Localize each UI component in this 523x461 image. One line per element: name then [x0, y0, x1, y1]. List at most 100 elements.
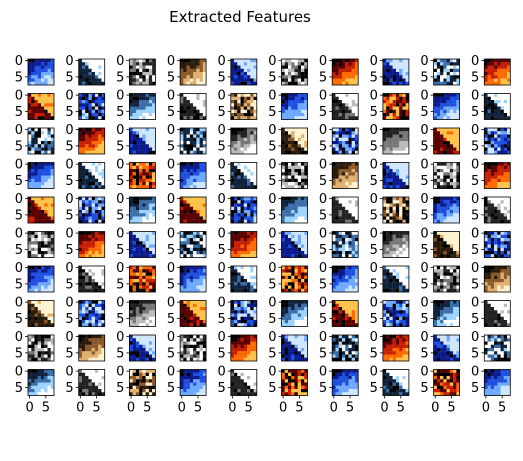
panel-pixel [332, 245, 335, 248]
panel-pixel [38, 131, 41, 134]
panel-pixel [348, 204, 351, 207]
feature-panel: 05 [319, 89, 358, 120]
panel-pixel [250, 66, 253, 69]
panel-pixel [501, 248, 504, 251]
panel-pixel [335, 135, 338, 138]
panel-pixel [342, 107, 345, 110]
panel-pixel [237, 245, 240, 248]
panel-pixel [484, 59, 487, 62]
panel-pixel [231, 235, 234, 238]
panel-pixel [31, 94, 34, 97]
panel-pixel [31, 238, 34, 241]
panel-pixel [501, 276, 504, 279]
y-tick-label: 0 [268, 192, 276, 207]
panel-pixel [282, 172, 285, 175]
panel-pixel [285, 235, 288, 238]
panel-pixel [82, 200, 85, 203]
panel-pixel [183, 210, 186, 213]
panel-pixel [484, 241, 487, 244]
panel-pixel [450, 217, 453, 220]
panel-pixel [139, 176, 142, 179]
panel-pixel [95, 251, 98, 254]
panel-pixel [183, 72, 186, 75]
panel-pixel [35, 279, 38, 282]
panel-pixel [440, 69, 443, 72]
panel-pixel [241, 179, 244, 182]
panel-pixel [28, 317, 31, 320]
panel-pixel [88, 62, 91, 65]
panel-pixel [443, 163, 446, 166]
panel-pixel [35, 213, 38, 216]
panel-pixel [497, 148, 500, 151]
panel-pixel [44, 144, 47, 147]
panel-pixel [28, 279, 31, 282]
panel-pixel [200, 163, 203, 166]
panel-pixel [44, 100, 47, 103]
panel-pixel [44, 148, 47, 151]
panel-pixel [142, 248, 145, 251]
panel-pixel [85, 141, 88, 144]
panel-pixel [28, 204, 31, 207]
panel-pixel [393, 197, 396, 200]
panel-pixel [247, 141, 250, 144]
panel-pixel [142, 103, 145, 106]
panel-pixel [298, 100, 301, 103]
panel-pixel [247, 217, 250, 220]
panel-pixel [231, 286, 234, 289]
panel-pixel [35, 238, 38, 241]
panel-pixel [31, 182, 34, 185]
panel-pixel [38, 310, 41, 313]
panel-pixel [92, 238, 95, 241]
panel-pixel [389, 79, 392, 82]
panel-pixel [389, 176, 392, 179]
panel-pixel [196, 213, 199, 216]
panel-pixel [295, 113, 298, 116]
panel-pixel [183, 217, 186, 220]
panel-pixel [450, 279, 453, 282]
y-tick-label: 0 [268, 158, 276, 173]
panel-pixel [85, 232, 88, 235]
panel-pixel [301, 135, 304, 138]
panel-pixel [447, 72, 450, 75]
panel-pixel [342, 166, 345, 169]
panel-pixel [95, 144, 98, 147]
panel-pixel [389, 232, 392, 235]
panel-pixel [504, 276, 507, 279]
panel-pixel [190, 163, 193, 166]
panel-pixel [393, 232, 396, 235]
panel-pixel [491, 100, 494, 103]
panel-pixel [494, 66, 497, 69]
panel-pixel [501, 100, 504, 103]
panel-pixel [440, 182, 443, 185]
y-tick-label: 0 [420, 158, 428, 173]
y-tick-label: 0 [167, 261, 175, 276]
panel-pixel [301, 176, 304, 179]
panel-pixel [491, 113, 494, 116]
panel-pixel [200, 217, 203, 220]
panel-pixel [142, 166, 145, 169]
panel-pixel [345, 204, 348, 207]
panel-pixel [88, 238, 91, 241]
panel-pixel [434, 110, 437, 113]
panel-pixel [129, 166, 132, 169]
panel-pixel [301, 200, 304, 203]
panel-pixel [183, 144, 186, 147]
panel-pixel [301, 172, 304, 175]
panel-pixel [48, 97, 51, 100]
panel-pixel [443, 276, 446, 279]
panel-pixel [301, 269, 304, 272]
panel-pixel [295, 103, 298, 106]
panel-pixel [453, 197, 456, 200]
panel-pixel [332, 210, 335, 213]
panel-pixel [250, 59, 253, 62]
panel-pixel [183, 62, 186, 65]
panel-pixel [41, 75, 44, 78]
y-tick-label: 5 [218, 277, 226, 292]
panel-pixel [139, 182, 142, 185]
panel-pixel [339, 138, 342, 141]
panel-pixel [31, 169, 34, 172]
panel-pixel [301, 141, 304, 144]
panel-pixel [453, 238, 456, 241]
panel-pixel [35, 169, 38, 172]
panel-pixel [393, 200, 396, 203]
